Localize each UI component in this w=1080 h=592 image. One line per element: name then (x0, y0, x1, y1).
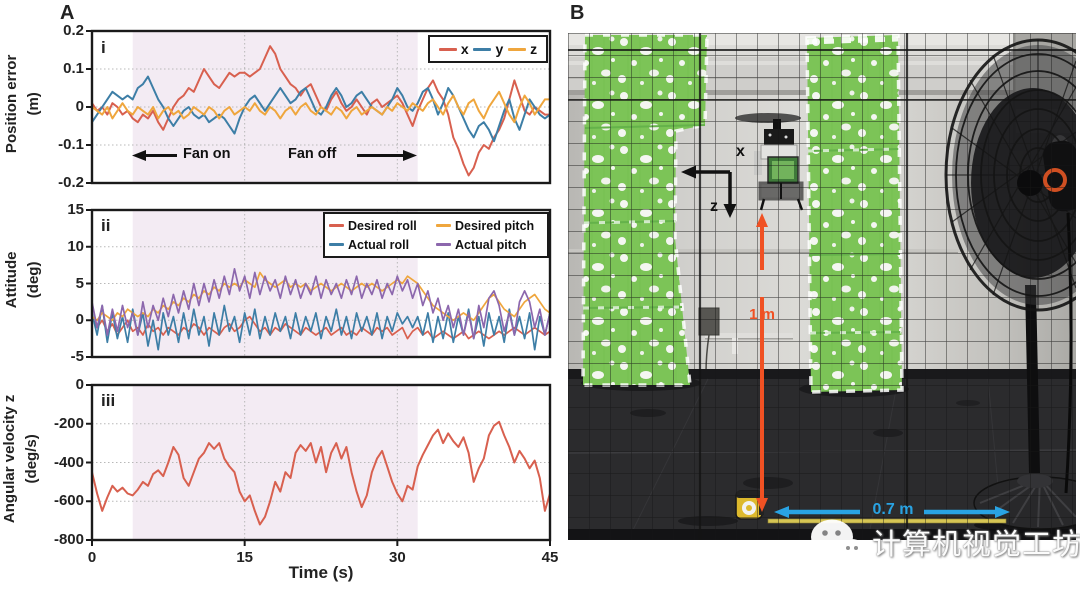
xtick-label: 45 (541, 549, 559, 566)
legend-item-y: y (473, 41, 503, 57)
series-line-angular-velocity-z (91, 420, 551, 526)
desired-roll-swatch (329, 224, 344, 227)
watermark: 计算机视觉工坊 (808, 517, 1080, 567)
legend-attitude: Desired roll Desired pitch Actual roll A… (323, 212, 549, 258)
yaxis-label-attitude: Attitude (3, 251, 21, 309)
legend-item-actual-roll: Actual roll (329, 238, 436, 252)
yaxis-unit-deg-s: (deg/s) (23, 434, 41, 484)
z-series-swatch (508, 47, 527, 51)
yaxis-unit-m: (m) (25, 92, 43, 116)
body-frame-axes-icon (681, 165, 737, 218)
fan-on-arrow-icon (132, 150, 177, 161)
panel-b-label: B (570, 2, 585, 24)
yaxis-unit-deg: (deg) (25, 261, 43, 299)
legend-label-actual-roll: Actual roll (348, 237, 410, 252)
fan-off-arrow-icon (357, 150, 417, 161)
legend-position-error: x y z (428, 35, 548, 63)
series-line-actual-pitch (91, 267, 551, 340)
panel-a-label: A (60, 2, 75, 24)
series-line-z (91, 90, 551, 124)
yaxis-label-angular-velocity: Angular velocity z (1, 394, 19, 524)
legend-label-y: y (495, 41, 504, 57)
legend-item-x: x (438, 41, 469, 57)
fan-on-label: Fan on (183, 146, 231, 162)
experiment-photo: x z 1 m 0.7 m (568, 33, 1080, 566)
legend-item-desired-pitch: Desired pitch (436, 219, 547, 233)
series-line-desired-pitch (91, 271, 551, 322)
fan-off-label: Fan off (288, 146, 337, 162)
legend-label-desired-roll: Desired roll (348, 218, 417, 233)
distance-arrow-icon (774, 506, 1010, 518)
watermark-text: 计算机视觉工坊 (872, 529, 1080, 561)
desired-pitch-swatch (436, 224, 451, 227)
legend-item-desired-roll: Desired roll (329, 219, 436, 233)
photo-scene (568, 33, 1076, 540)
legend-item-z: z (508, 41, 537, 57)
y-series-swatch (473, 47, 492, 51)
subplot-tag-i: i (101, 38, 106, 57)
yaxis-label-position-error: Position error (3, 54, 21, 154)
safety-net (568, 33, 1076, 540)
series-line-y (91, 75, 551, 143)
legend-label-desired-pitch: Desired pitch (455, 218, 535, 233)
xtick-label: 0 (87, 549, 97, 566)
legend-label-actual-pitch: Actual pitch (455, 237, 527, 252)
subplot-tag-iii: iii (101, 391, 116, 410)
angular-velocity-chart (86, 383, 552, 546)
subplot-tag-ii: ii (101, 216, 111, 235)
legend-item-actual-pitch: Actual pitch (436, 238, 547, 252)
legend-label-z: z (530, 41, 538, 57)
legend-label-x: x (460, 41, 469, 57)
height-arrow-icon (756, 213, 768, 512)
chat-bubbles-icon (811, 519, 865, 566)
height-annotation: 1 m (749, 306, 775, 323)
axis-z-label: z (710, 198, 718, 215)
attitude-chart (86, 208, 552, 359)
xaxis-label-time: Time (s) (288, 563, 354, 582)
position-error-chart (86, 29, 552, 185)
actual-roll-swatch (329, 243, 344, 246)
x-series-swatch (438, 47, 457, 51)
actual-pitch-swatch (436, 243, 451, 246)
axis-x-label: x (736, 143, 745, 160)
distance-annotation: 0.7 m (872, 501, 914, 518)
